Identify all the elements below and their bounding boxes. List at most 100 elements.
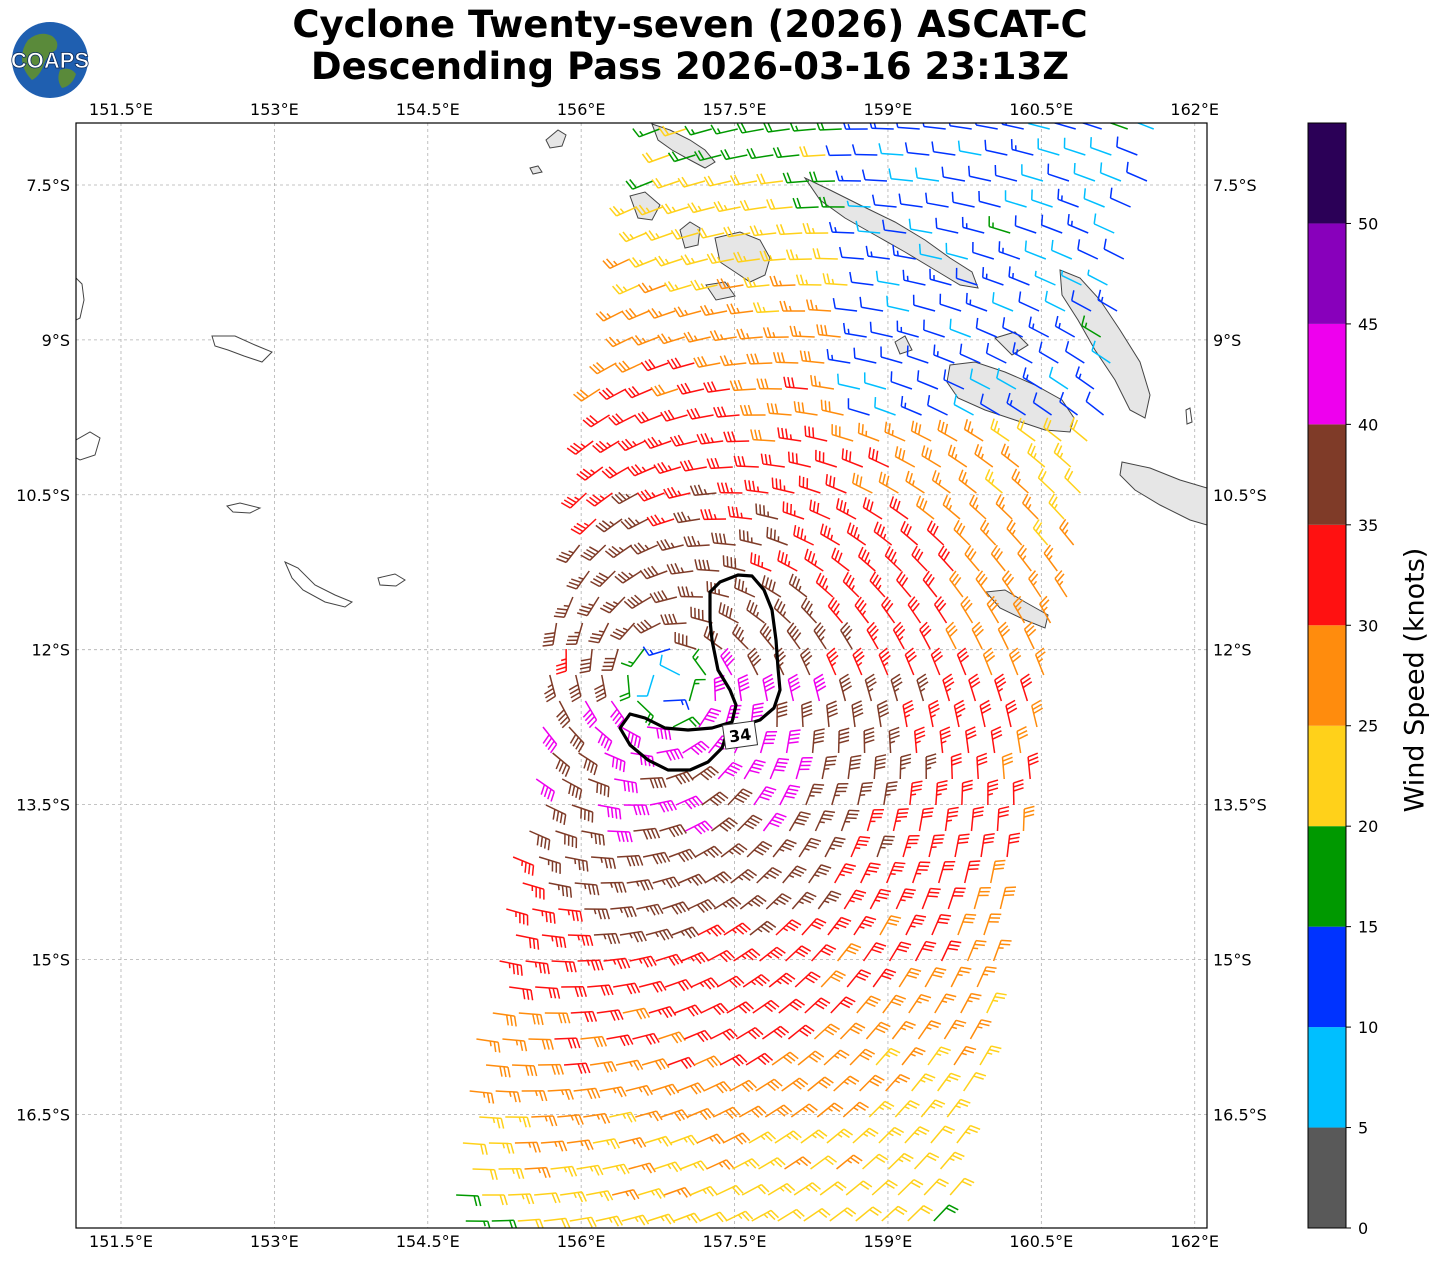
wind-barb bbox=[608, 413, 636, 426]
wind-barb bbox=[609, 1111, 637, 1123]
wind-barb bbox=[820, 970, 846, 988]
wind-barb bbox=[580, 544, 607, 561]
wind-barb bbox=[584, 908, 610, 920]
wind-barb bbox=[1012, 779, 1024, 806]
colorbar-bin bbox=[1308, 323, 1346, 425]
wind-barb bbox=[658, 1031, 686, 1044]
wind-barb bbox=[660, 613, 687, 626]
wind-barb bbox=[750, 552, 772, 572]
wind-barb bbox=[599, 1086, 627, 1098]
wind-barb bbox=[749, 920, 777, 936]
wind-barb bbox=[547, 1088, 574, 1100]
wind-barb bbox=[1006, 832, 1021, 858]
wind-barb bbox=[755, 1078, 783, 1092]
wind-barb bbox=[1032, 519, 1049, 546]
wind-barb bbox=[732, 1158, 760, 1170]
wind-barb bbox=[622, 1007, 651, 1020]
wind-barb bbox=[831, 547, 850, 572]
wind-barb bbox=[522, 882, 545, 900]
wind-barb bbox=[515, 934, 540, 950]
wind-barb bbox=[897, 1178, 924, 1196]
wind-barb bbox=[871, 194, 897, 208]
wind-barb bbox=[540, 1140, 568, 1152]
wind-barb bbox=[593, 932, 621, 945]
wind-barb bbox=[828, 221, 855, 234]
wind-barb bbox=[956, 647, 970, 676]
lat-tick-label-right: 7.5°S bbox=[1213, 176, 1257, 195]
wind-barb bbox=[717, 761, 743, 780]
wind-barb bbox=[881, 1205, 908, 1222]
wind-barb bbox=[664, 281, 692, 293]
wind-barb bbox=[808, 864, 832, 884]
lat-tick-label-left: 7.5°S bbox=[26, 176, 70, 195]
colorbar-tick-label: 25 bbox=[1358, 717, 1378, 736]
wind-barb bbox=[827, 916, 852, 936]
wind-barb bbox=[762, 327, 789, 339]
wind-barb bbox=[673, 1212, 702, 1224]
wind-barb bbox=[789, 325, 815, 338]
lon-tick-label-top: 162°E bbox=[1170, 100, 1219, 119]
wind-barb bbox=[739, 199, 767, 211]
wind-barb bbox=[688, 678, 706, 702]
wind-barb bbox=[744, 479, 769, 494]
wind-barb bbox=[518, 1012, 544, 1026]
wind-barb bbox=[902, 834, 920, 858]
wind-barb bbox=[813, 673, 827, 702]
wind-barb bbox=[797, 1050, 825, 1066]
wind-barb bbox=[649, 590, 678, 604]
wind-barb bbox=[769, 757, 790, 780]
wind-barb bbox=[677, 1082, 706, 1095]
wind-barb bbox=[799, 350, 825, 364]
wind-barb bbox=[979, 699, 992, 728]
wind-barb bbox=[810, 375, 835, 390]
wind-barb bbox=[1031, 189, 1053, 208]
wind-barb bbox=[1093, 213, 1115, 234]
wind-barb bbox=[595, 310, 624, 322]
wind-barb bbox=[791, 891, 817, 910]
wind-barb bbox=[1006, 519, 1023, 546]
wind-barb bbox=[843, 889, 867, 910]
wind-barb bbox=[864, 673, 877, 702]
island-small-2 bbox=[377, 573, 406, 587]
wind-barb bbox=[875, 1047, 901, 1066]
wind-barb bbox=[766, 526, 788, 546]
wind-barb bbox=[776, 701, 788, 728]
wind-barb bbox=[723, 431, 750, 443]
wind-barb bbox=[900, 520, 919, 546]
wind-barb bbox=[799, 146, 826, 158]
wind-barb bbox=[578, 752, 598, 776]
wind-barb bbox=[651, 1083, 680, 1096]
wind-barb bbox=[916, 370, 939, 390]
wind-barb bbox=[1060, 270, 1082, 286]
wind-barb bbox=[602, 1163, 630, 1175]
wind-barb bbox=[733, 251, 760, 263]
wind-barb bbox=[826, 348, 851, 364]
wind-barb bbox=[672, 716, 701, 728]
wind-barb bbox=[713, 406, 740, 418]
wind-barb bbox=[888, 168, 914, 182]
wind-barb bbox=[859, 1074, 885, 1092]
wind-barb bbox=[1017, 544, 1032, 572]
wind-barb bbox=[1070, 290, 1092, 312]
wind-barb bbox=[878, 471, 899, 494]
wind-barb bbox=[861, 169, 888, 182]
wind-barb bbox=[472, 1168, 498, 1181]
wind-barb bbox=[1097, 289, 1118, 312]
wind-barb bbox=[731, 623, 749, 650]
wind-barb bbox=[1037, 138, 1060, 156]
wind-barb bbox=[937, 545, 954, 572]
wind-barb bbox=[845, 1180, 873, 1196]
wind-barb bbox=[827, 596, 844, 624]
colorbar-tick-label: 40 bbox=[1358, 415, 1378, 434]
wind-barb bbox=[913, 1152, 940, 1170]
wind-barb bbox=[761, 575, 782, 598]
wind-barb bbox=[949, 1177, 975, 1196]
wind-barb bbox=[538, 1063, 564, 1075]
wind-barb bbox=[1080, 123, 1102, 130]
wind-barb bbox=[680, 254, 709, 266]
wind-barb bbox=[849, 1048, 876, 1066]
wind-barb bbox=[896, 571, 912, 598]
lon-tick-label-top: 154.5°E bbox=[396, 100, 460, 119]
wind-barb bbox=[661, 203, 689, 215]
wind-barb bbox=[1032, 392, 1052, 416]
